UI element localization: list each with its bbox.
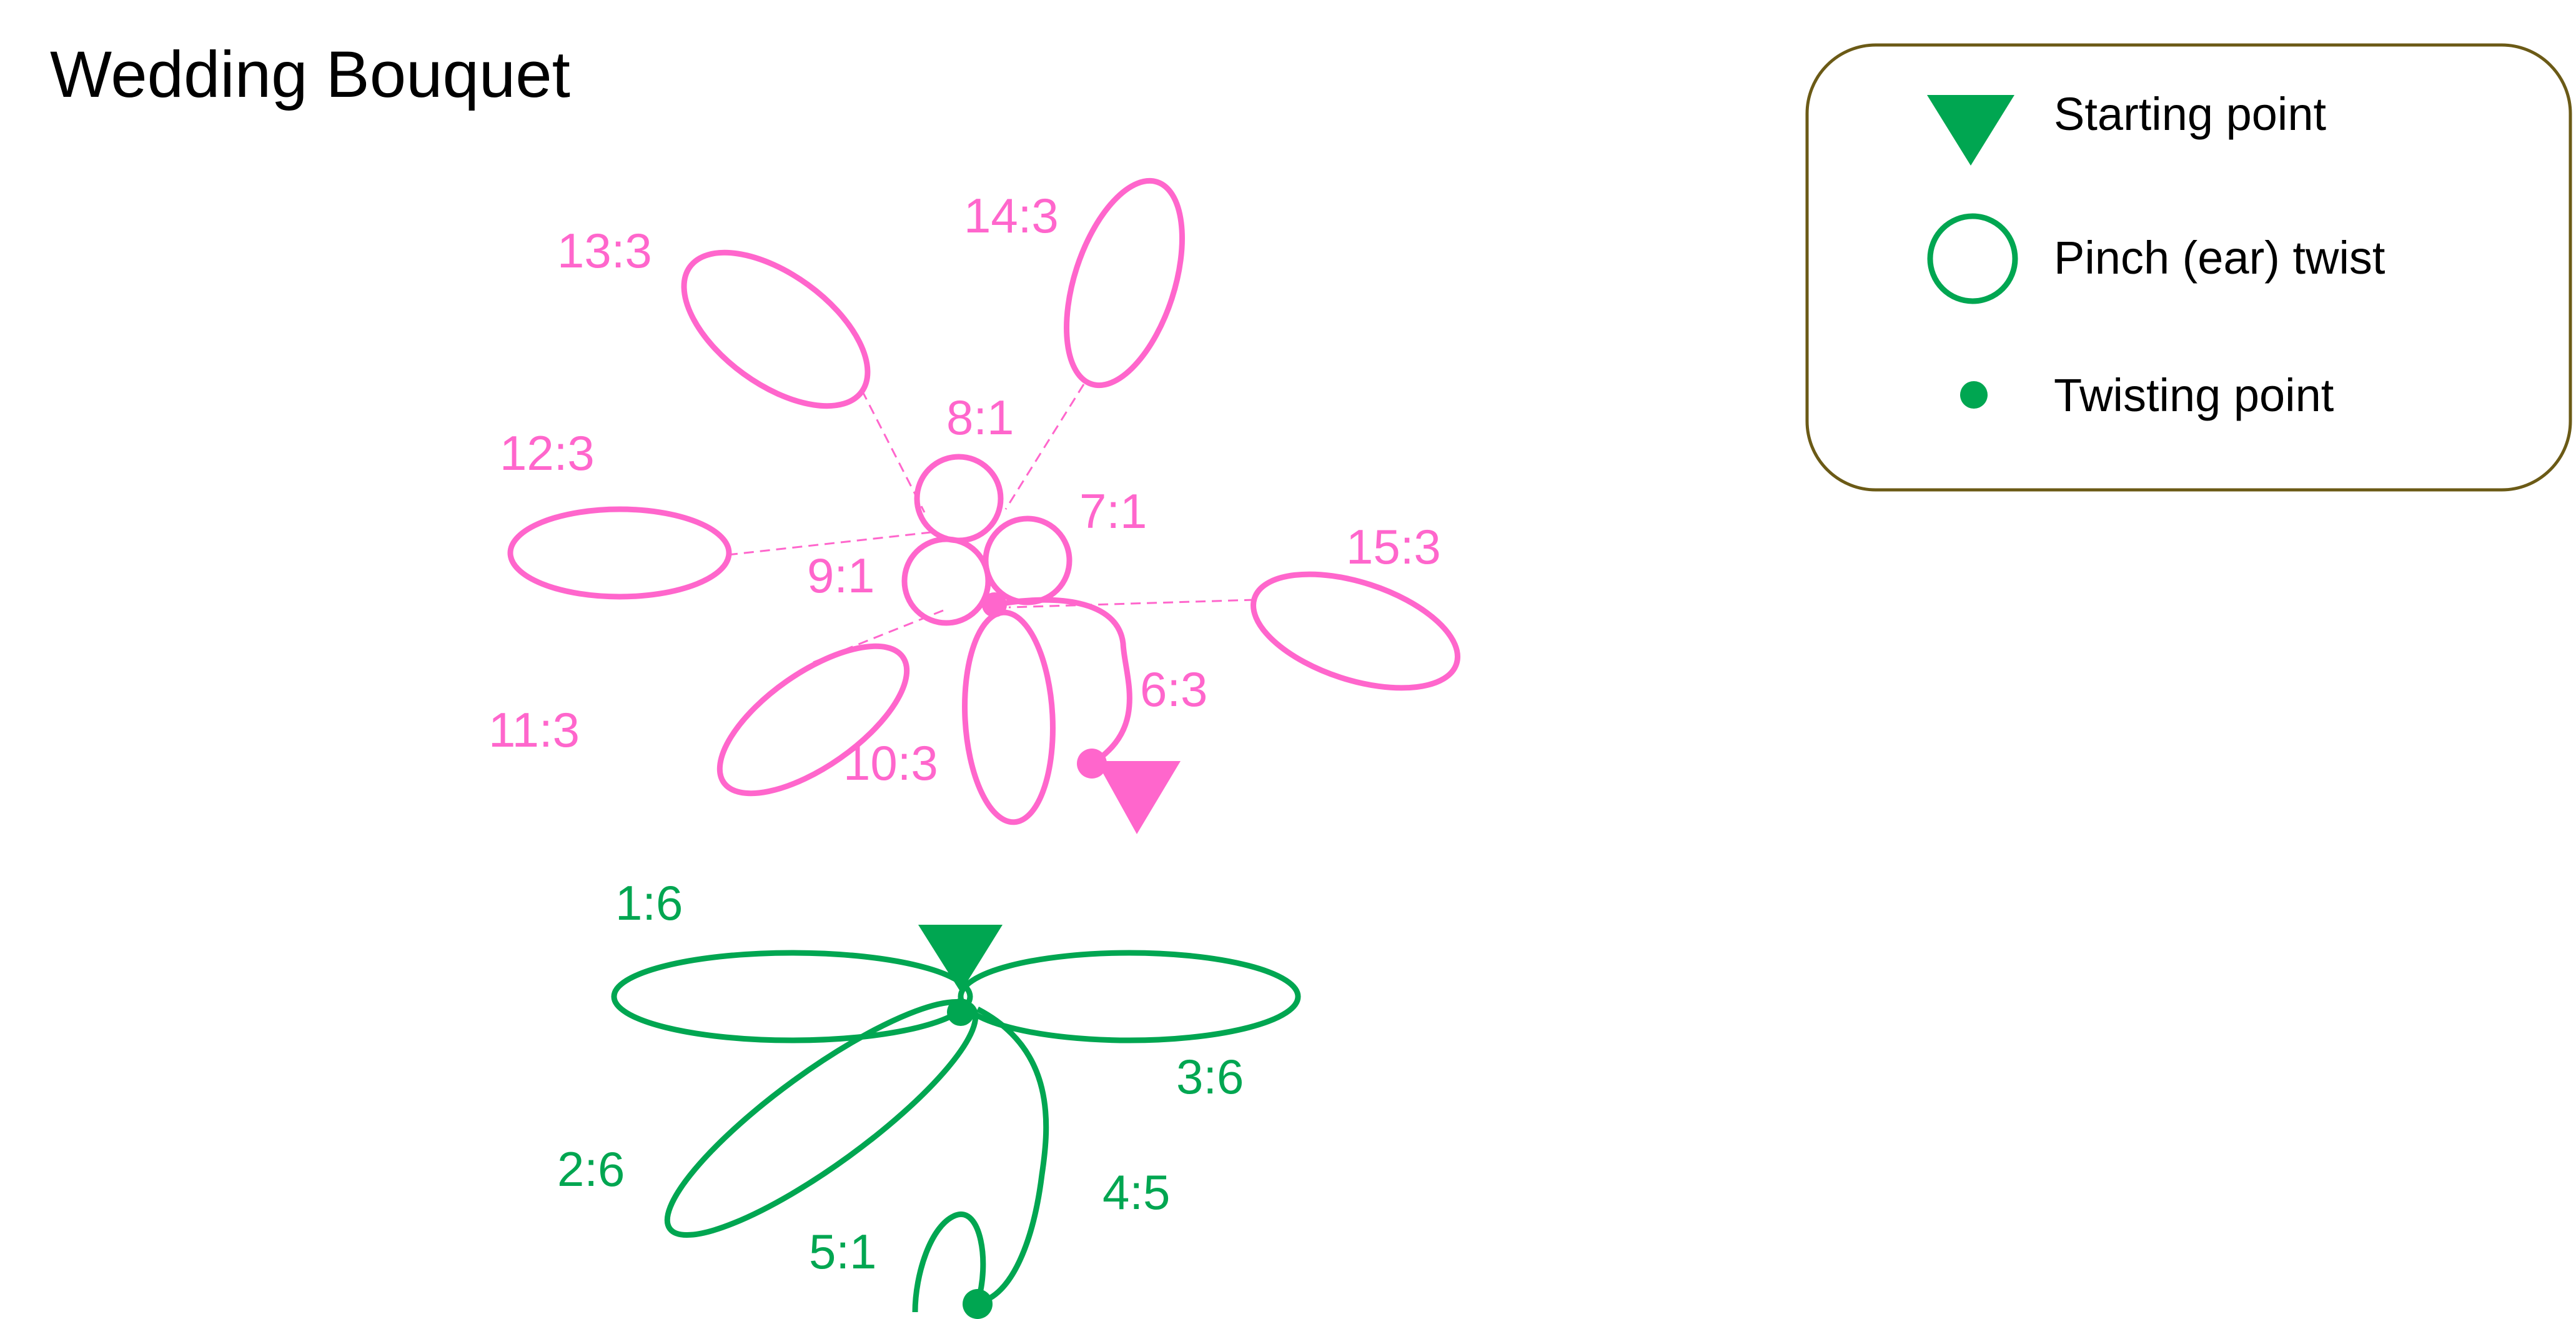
label-5: 5:1	[809, 1224, 876, 1279]
legend: Starting point Pinch (ear) twist Twistin…	[1807, 45, 2570, 490]
leaf-1	[614, 953, 970, 1040]
flower-starting-point-triangle-icon	[1096, 761, 1181, 834]
label-7: 7:1	[1079, 484, 1147, 539]
legend-label-twisting-point: Twisting point	[2054, 369, 2334, 421]
petal-12	[510, 509, 729, 597]
pinch-twist-9	[904, 539, 988, 623]
leaf-3	[961, 953, 1298, 1040]
stem-end-twisting-point-icon	[963, 1289, 993, 1319]
stem-starting-point-triangle-icon	[918, 925, 1003, 992]
label-3: 3:6	[1176, 1049, 1244, 1104]
flower-twisting-point-icon	[982, 592, 1007, 617]
petal-13	[658, 222, 894, 436]
label-9: 9:1	[807, 548, 874, 603]
petal-15	[1239, 552, 1472, 710]
label-11: 11:3	[488, 702, 580, 757]
label-4: 4:5	[1102, 1165, 1170, 1220]
label-14: 14:3	[964, 188, 1059, 243]
stem-bubble-4	[978, 1009, 1046, 1303]
label-13: 13:3	[557, 223, 652, 278]
pinch-twist-7	[986, 519, 1069, 602]
petal-14	[1044, 167, 1204, 400]
twisting-point-dot-icon	[1960, 381, 1988, 409]
label-10: 10:3	[843, 735, 938, 790]
stem-twisting-point-icon	[947, 998, 974, 1026]
flower-head	[510, 167, 1472, 834]
petal-10	[959, 610, 1058, 825]
pinch-twist-circle-icon	[1930, 216, 2015, 301]
page-title: Wedding Bouquet	[50, 38, 570, 111]
label-1: 1:6	[615, 875, 683, 930]
stem-labels: 1:6 3:6 2:6 4:5 5:1	[557, 875, 1244, 1279]
label-2: 2:6	[557, 1142, 625, 1197]
legend-label-pinch-twist: Pinch (ear) twist	[2054, 232, 2385, 284]
bubble-6-path	[994, 600, 1129, 764]
stem-and-leaves	[614, 925, 1298, 1319]
label-15: 15:3	[1346, 519, 1441, 574]
starting-point-triangle-icon	[1927, 95, 2014, 166]
petal-11	[697, 619, 930, 821]
outer-petals	[510, 167, 1472, 825]
legend-label-starting-point: Starting point	[2054, 88, 2326, 140]
label-6: 6:3	[1140, 662, 1207, 717]
pinch-twist-8	[917, 457, 1001, 540]
label-8: 8:1	[946, 390, 1014, 445]
label-12: 12:3	[500, 426, 595, 480]
